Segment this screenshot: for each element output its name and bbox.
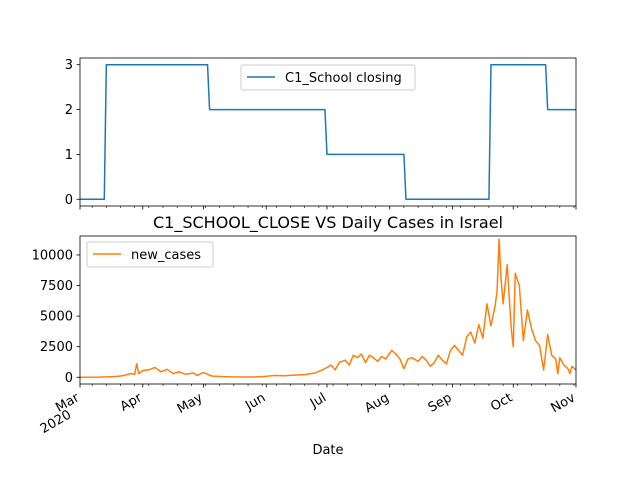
x-tick-label: Sep (426, 390, 455, 415)
axes-frame (79, 57, 577, 207)
legend-box (240, 64, 416, 91)
y-tick-label: 5000 (40, 310, 73, 325)
y-tick-label: 0 (65, 193, 73, 208)
x-tick-label: Oct (488, 390, 515, 414)
y-tick-label: 2 (65, 103, 73, 118)
legend-box (86, 241, 214, 268)
y-tick-label: 10000 (32, 248, 73, 263)
x-tick-label: Apr (118, 390, 146, 415)
legend: C1_School closing (240, 64, 416, 91)
series-line-new-cases (79, 238, 577, 379)
daily-cases-subplot: C1_SCHOOL_CLOSE VS Daily Cases in Israel… (32, 213, 579, 458)
x-axis-label: Date (312, 443, 343, 458)
x-tick-label: Aug (362, 390, 391, 416)
y-tick-label: 7500 (40, 279, 73, 294)
series-line-c1-school-closing (80, 63, 576, 201)
school-closing-subplot: 0 1 2 3 C1_School closing (65, 57, 577, 210)
x-tick-year-label: 2020 (38, 407, 74, 437)
x-tick-label: Jun (242, 390, 268, 414)
x-tick-label: Nov (549, 390, 579, 416)
x-tick-label: Jul (307, 390, 329, 411)
y-tick-label: 2500 (40, 340, 73, 355)
y-tick-label: 1 (65, 148, 73, 163)
axes-frame (79, 235, 577, 385)
legend: new_cases (86, 241, 214, 268)
legend-label: new_cases (131, 248, 201, 263)
y-tick-label: 3 (65, 58, 73, 73)
y-tick-label: 0 (65, 371, 73, 386)
chart-title: C1_SCHOOL_CLOSE VS Daily Cases in Israel (153, 213, 503, 233)
x-tick-label: May (175, 390, 206, 417)
legend-label: C1_School closing (285, 71, 402, 86)
